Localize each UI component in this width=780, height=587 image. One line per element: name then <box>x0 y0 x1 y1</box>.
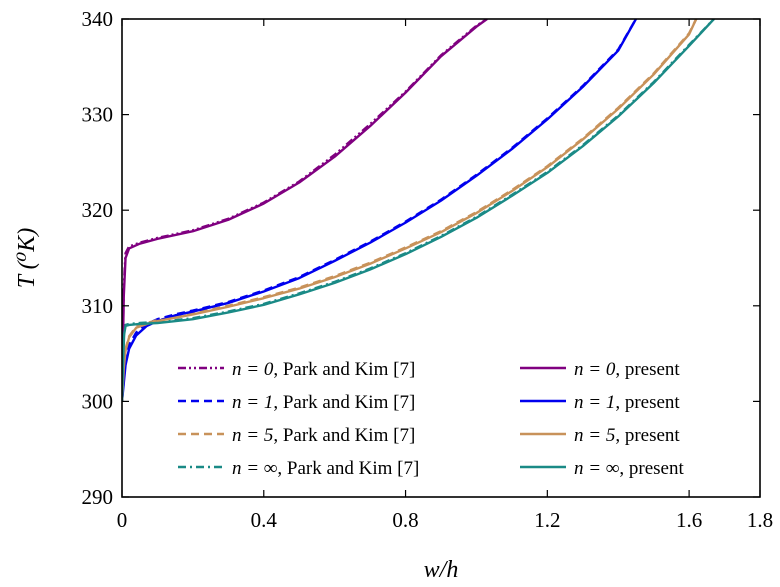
y-tick-label: 340 <box>82 7 114 31</box>
legend-entry: n = ∞, present <box>574 458 684 479</box>
y-tick-label: 330 <box>82 103 114 127</box>
y-axis-label: T (⁰K) <box>14 228 40 289</box>
series-line <box>122 19 488 402</box>
series-line <box>122 19 637 402</box>
legend-entry: n = 1, Park and Kim [7] <box>232 392 415 413</box>
legend-entry: n = 0, present <box>574 359 680 380</box>
series-line <box>122 19 637 402</box>
x-axis-label: w/h <box>424 557 459 583</box>
x-tick-label: 0.8 <box>392 508 418 532</box>
x-tick-label: 0.4 <box>251 508 278 532</box>
legend-entry: n = 5, Park and Kim [7] <box>232 425 415 446</box>
legend-entry: n = ∞, Park and Kim [7] <box>232 458 419 479</box>
series-line <box>122 19 698 402</box>
y-tick-label: 310 <box>82 294 114 318</box>
series-line <box>122 19 488 402</box>
x-tick-label: 0 <box>117 508 128 532</box>
series-layer <box>122 19 715 402</box>
legend-entry: n = 1, present <box>574 392 680 413</box>
x-tick-label: 1.2 <box>534 508 560 532</box>
legend-entry: n = 0, Park and Kim [7] <box>232 359 415 380</box>
series-line <box>122 19 715 402</box>
y-tick-label: 290 <box>82 485 114 509</box>
legend: n = 0, Park and Kim [7] n = 1, Park and K… <box>178 359 684 479</box>
legend-entry: n = 5, present <box>574 425 680 446</box>
y-tick-label: 320 <box>82 198 114 222</box>
series-line <box>122 19 698 402</box>
plot-frame <box>121 18 761 498</box>
y-tick-label: 300 <box>82 389 114 413</box>
x-tick-label: 1.8 <box>747 508 773 532</box>
x-tick-label: 1.6 <box>676 508 702 532</box>
ticks-layer: 0 0.4 0.8 1.2 1.6 1.8 290 300 310 320 330 340 <box>82 7 774 532</box>
series-line <box>122 19 715 402</box>
